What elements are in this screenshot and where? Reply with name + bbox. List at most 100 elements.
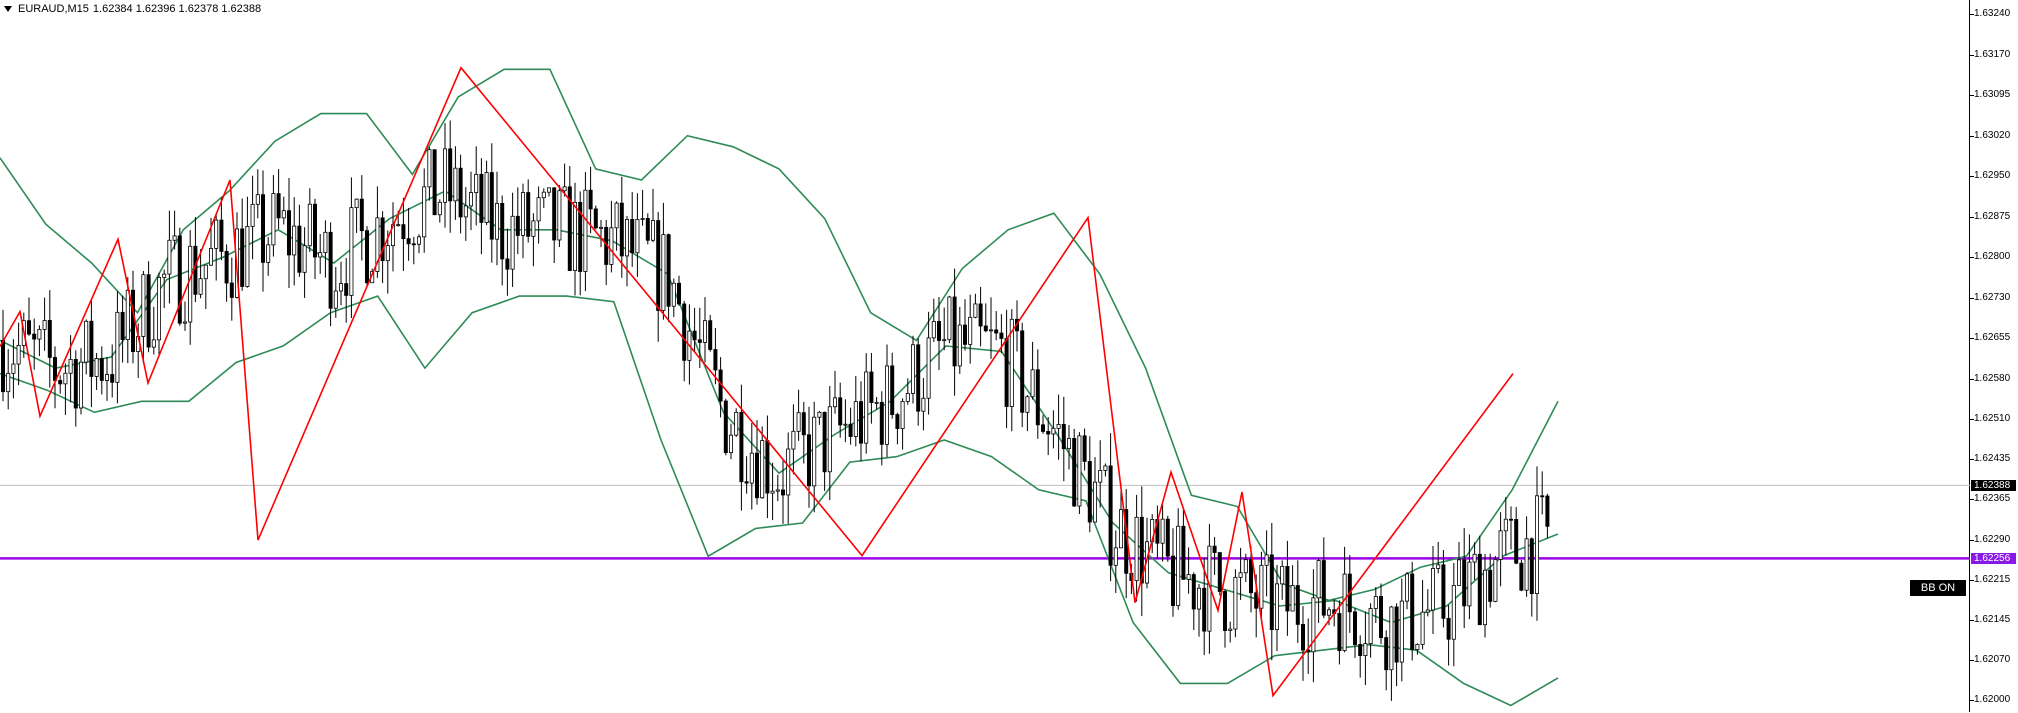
candle [963, 299, 968, 351]
candle [942, 307, 947, 351]
candle-body [515, 215, 520, 236]
candle [42, 297, 47, 351]
candle [1103, 463, 1108, 477]
candle-body [1446, 617, 1451, 640]
candle [474, 146, 479, 226]
candle [1420, 579, 1425, 650]
candle [47, 290, 52, 388]
candle-body [697, 339, 702, 343]
candle [1098, 440, 1103, 508]
candle-body [1493, 559, 1498, 602]
candle [1410, 561, 1415, 661]
candle-body [37, 328, 42, 340]
candle-body [380, 217, 385, 262]
candle-body [583, 189, 588, 272]
candle-body [1202, 587, 1207, 632]
candle-body [588, 189, 593, 210]
candle [1139, 486, 1144, 617]
candle-body [32, 333, 37, 340]
candle-body [645, 218, 650, 241]
candle-body [47, 320, 52, 358]
price-axis-label: 1.62510 [1974, 413, 2011, 424]
candle [801, 401, 806, 464]
candle [827, 385, 832, 501]
candle-body [1212, 545, 1217, 553]
candle [73, 350, 78, 427]
candle-body [708, 320, 713, 350]
candle-body [843, 423, 848, 426]
candle-body [1467, 561, 1472, 607]
candle-body [463, 205, 468, 218]
candle-body [926, 337, 931, 399]
candle [1379, 583, 1384, 645]
candle-body [942, 339, 947, 342]
candle-body [1342, 573, 1347, 651]
candle [895, 412, 900, 445]
candle-body [999, 332, 1004, 339]
candle-body [68, 358, 73, 374]
candle [1446, 604, 1451, 666]
candle [286, 177, 291, 288]
candle-body [749, 452, 754, 484]
price-axis-tick [1970, 580, 1974, 581]
candle [16, 322, 21, 386]
candle-body [396, 224, 401, 227]
price-axis-tick [1970, 459, 1974, 460]
plot-area[interactable] [0, 0, 1970, 712]
candle [380, 211, 385, 284]
candle [406, 207, 411, 261]
candle-body [453, 167, 458, 202]
candle-body [1503, 518, 1508, 532]
candle-body [1217, 552, 1222, 592]
candle-body [640, 218, 645, 220]
candle [781, 460, 786, 524]
candle-body [484, 172, 489, 223]
price-axis-tick [1970, 176, 1974, 177]
candle-body [349, 207, 354, 296]
candle [1259, 551, 1264, 621]
candle [791, 404, 796, 475]
candle-body [1186, 574, 1191, 580]
candle [1389, 605, 1394, 701]
price-axis[interactable] [1970, 0, 2018, 713]
candle [765, 415, 770, 519]
candle-body [6, 372, 11, 393]
candle [1275, 565, 1280, 652]
candle [515, 187, 520, 255]
candle [333, 267, 338, 318]
candle-body [921, 397, 926, 412]
candle-body [1285, 566, 1290, 612]
candle [1405, 571, 1410, 610]
candle-body [1030, 369, 1035, 398]
candle-body [1181, 525, 1186, 580]
price-axis-tick [1970, 540, 1974, 541]
price-axis-tick [1970, 379, 1974, 380]
candle-body [328, 231, 333, 309]
candle [900, 398, 905, 450]
candle-body [1295, 585, 1300, 625]
candle-body [458, 167, 463, 218]
candle [531, 213, 536, 267]
candle [1451, 562, 1456, 667]
candle [786, 432, 791, 524]
candle [588, 166, 593, 234]
candle [859, 381, 864, 462]
symbol-label: EURAUD,M15 [18, 3, 89, 15]
candle-body [853, 401, 858, 437]
dropdown-triangle-icon[interactable] [4, 6, 12, 12]
candle-body [661, 234, 666, 311]
candle [276, 169, 281, 230]
candle-body [536, 197, 541, 222]
candle-body [162, 273, 167, 278]
price-axis-label: 1.63240 [1974, 8, 2011, 19]
candle [885, 344, 890, 458]
candle-body [510, 215, 515, 270]
candle-body [479, 173, 484, 223]
candle [1223, 589, 1228, 648]
candle [448, 120, 453, 233]
candle-body [63, 372, 68, 385]
candle [1477, 535, 1482, 626]
price-axis-label: 1.62145 [1974, 614, 2011, 625]
candle-body [1394, 606, 1399, 663]
